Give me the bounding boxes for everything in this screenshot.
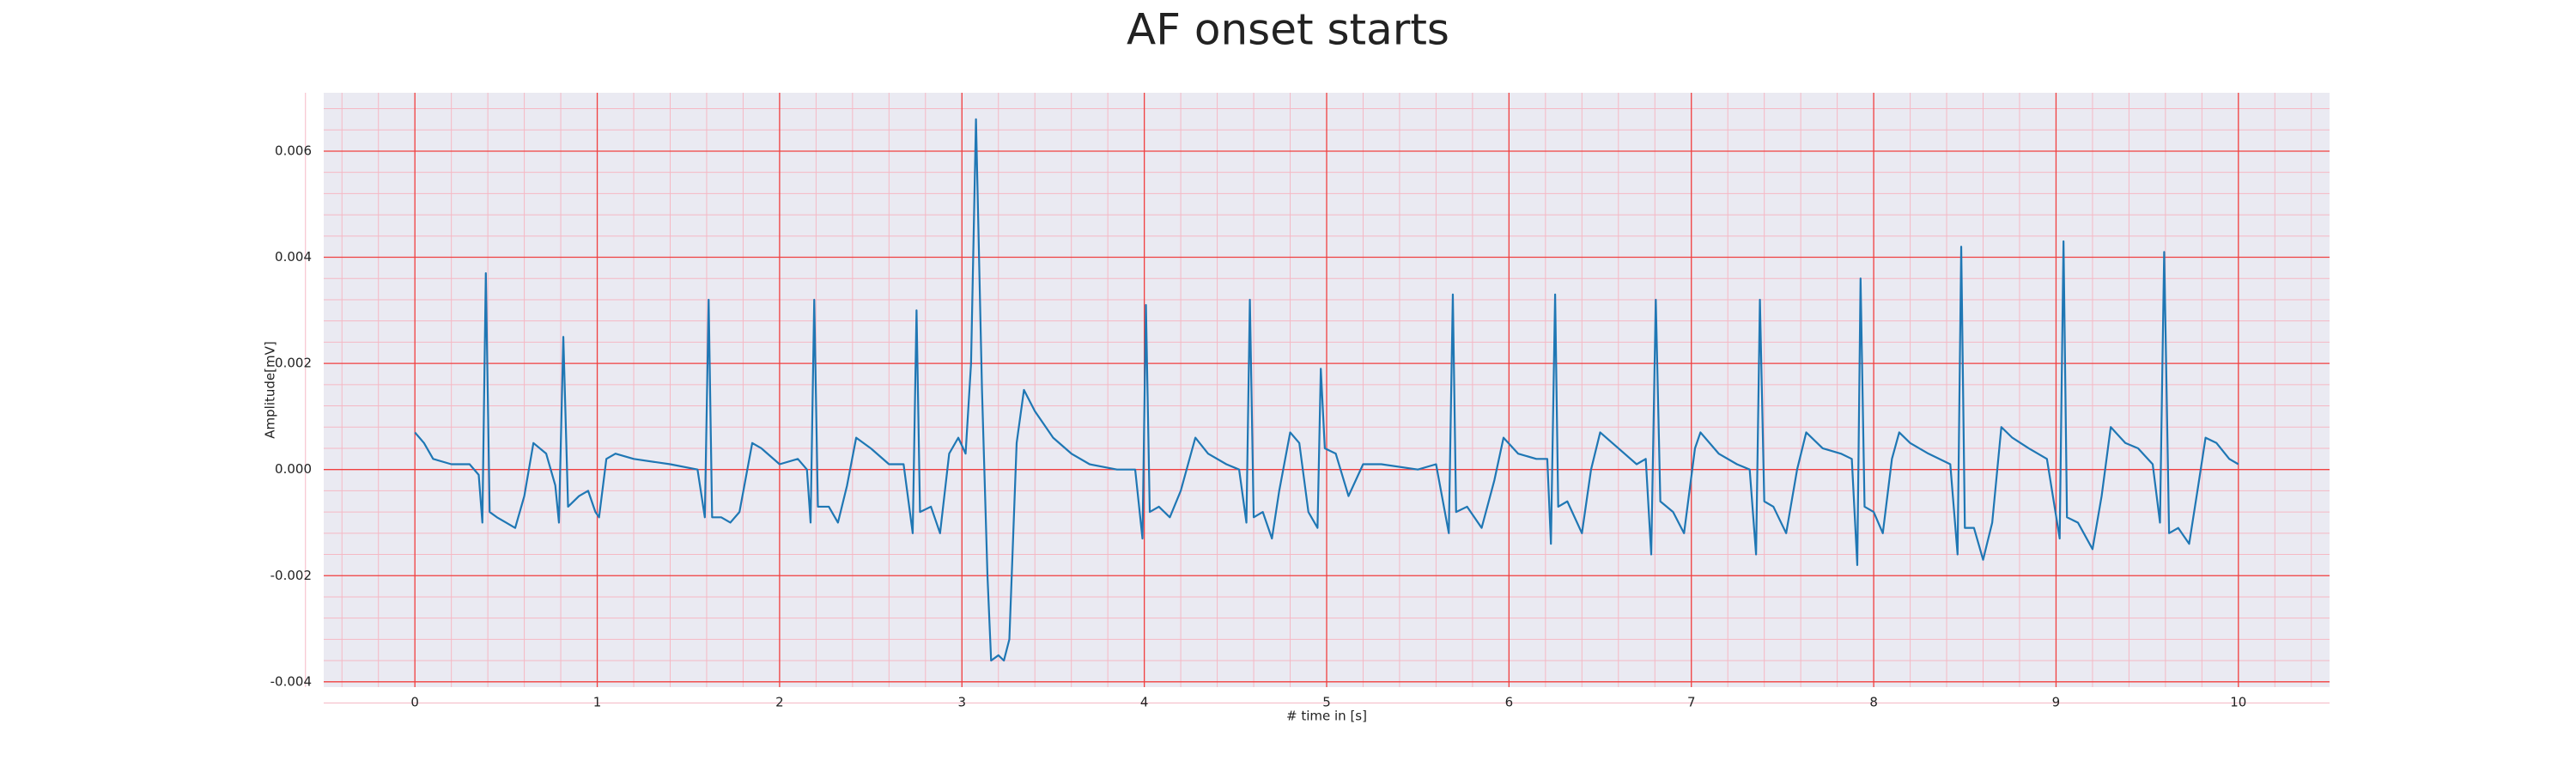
y-tick-label: 0.006 bbox=[275, 143, 312, 158]
x-tick-label: 5 bbox=[1322, 695, 1331, 710]
x-tick-label: 6 bbox=[1505, 695, 1514, 710]
x-axis-label: # time in [s] bbox=[1286, 709, 1367, 724]
y-tick-label: 0.000 bbox=[275, 461, 312, 477]
x-tick-label: 7 bbox=[1687, 695, 1696, 710]
x-tick-label: 0 bbox=[410, 695, 419, 710]
y-tick-label: 0.004 bbox=[275, 249, 312, 265]
y-axis-label: Amplitude[mV] bbox=[263, 341, 278, 438]
grid bbox=[305, 93, 2330, 704]
x-tick-label: 3 bbox=[957, 695, 966, 710]
x-tick-label: 8 bbox=[1869, 695, 1878, 710]
x-tick-label: 4 bbox=[1140, 695, 1149, 710]
y-tick-label: -0.002 bbox=[270, 568, 312, 583]
x-tick-label: 1 bbox=[593, 695, 602, 710]
x-tick-label: 10 bbox=[2230, 695, 2246, 710]
x-tick-label: 2 bbox=[775, 695, 784, 710]
ecg-line bbox=[414, 118, 2239, 662]
chart-title: AF onset starts bbox=[1127, 5, 1449, 55]
y-tick-label: -0.004 bbox=[270, 673, 312, 689]
x-tick-label: 9 bbox=[2052, 695, 2061, 710]
y-tick-label: 0.002 bbox=[275, 356, 312, 371]
